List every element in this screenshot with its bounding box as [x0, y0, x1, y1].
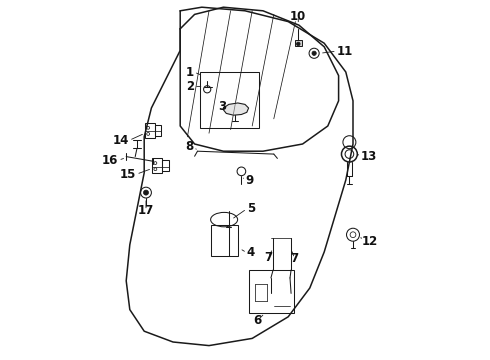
- Text: 14: 14: [113, 134, 129, 147]
- Text: 16: 16: [102, 154, 118, 167]
- Text: 12: 12: [362, 235, 378, 248]
- Bar: [200, 72, 259, 128]
- Text: 6: 6: [253, 314, 262, 327]
- Text: 17: 17: [138, 204, 154, 217]
- Text: 5: 5: [247, 202, 255, 215]
- Text: 7: 7: [291, 252, 299, 265]
- Bar: [155, 125, 162, 136]
- Text: 9: 9: [245, 174, 253, 187]
- Bar: [211, 225, 238, 256]
- Text: 10: 10: [290, 10, 306, 23]
- Text: 3: 3: [218, 100, 226, 113]
- Text: 8: 8: [186, 140, 194, 153]
- Text: 2: 2: [186, 80, 194, 93]
- Bar: [294, 40, 302, 46]
- Circle shape: [144, 190, 148, 195]
- Polygon shape: [223, 103, 248, 115]
- Text: 15: 15: [120, 168, 136, 181]
- Circle shape: [312, 51, 316, 55]
- Text: 4: 4: [247, 246, 255, 259]
- Bar: [152, 158, 162, 173]
- Text: 11: 11: [337, 45, 353, 58]
- Text: 7: 7: [264, 251, 272, 264]
- Circle shape: [296, 42, 300, 46]
- Bar: [162, 160, 169, 171]
- Text: 13: 13: [361, 150, 377, 163]
- Text: 1: 1: [186, 66, 194, 78]
- Bar: [145, 123, 155, 138]
- Bar: [248, 270, 294, 313]
